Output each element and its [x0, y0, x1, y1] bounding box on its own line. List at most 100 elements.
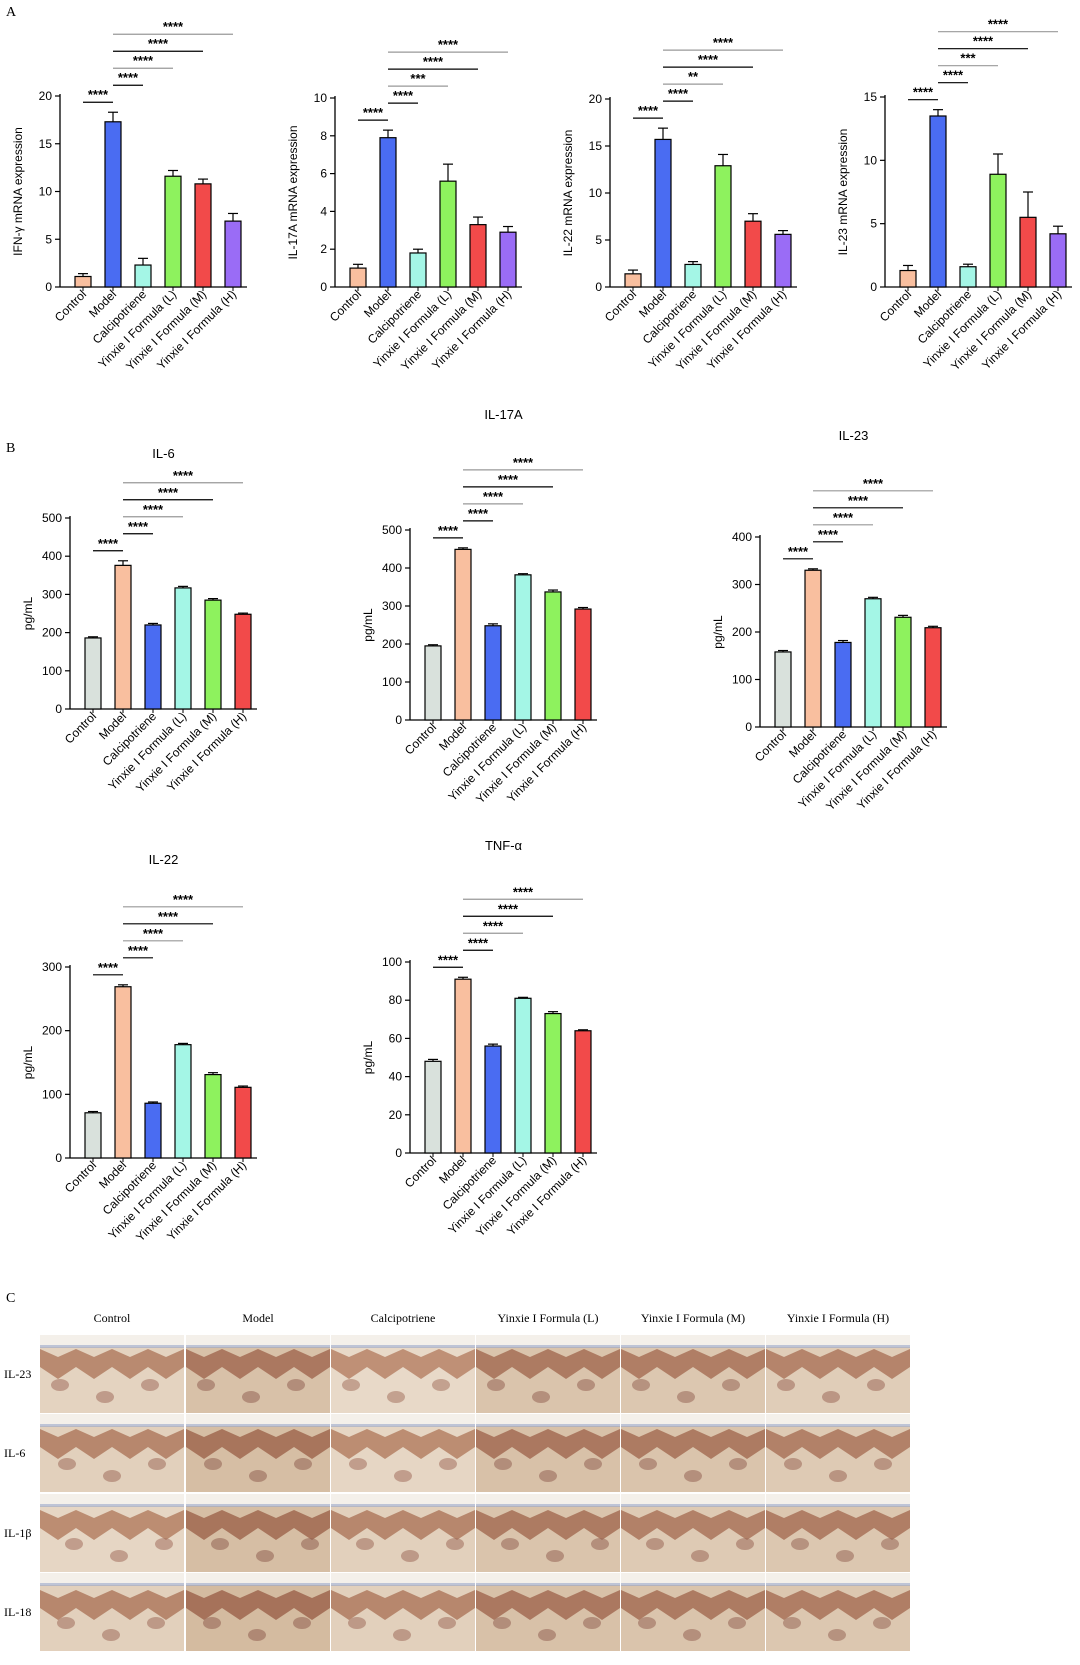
- significance-label: ****: [128, 519, 149, 534]
- chart-title: IL-23: [839, 428, 869, 443]
- bar: [424, 1060, 442, 1154]
- ihc-follicle: [584, 1458, 602, 1470]
- significance-label: ****: [698, 52, 719, 67]
- y-tick-label: 20: [389, 1108, 403, 1122]
- significance-label: ****: [143, 502, 164, 517]
- significance-label: ****: [423, 54, 444, 69]
- bar: [234, 1086, 252, 1159]
- ihc-follicle: [432, 1379, 450, 1391]
- ihc-background: [186, 1414, 330, 1426]
- bar: [514, 997, 532, 1154]
- ihc-background: [331, 1573, 475, 1585]
- y-tick-label: 15: [39, 137, 53, 151]
- ihc-follicle: [96, 1391, 114, 1403]
- ihc-epidermis: [766, 1590, 910, 1620]
- ihc-stratum: [766, 1345, 910, 1348]
- y-tick-label: 0: [55, 702, 62, 716]
- ihc-follicle: [211, 1538, 229, 1550]
- y-tick-label: 100: [42, 1087, 62, 1101]
- ihc-image: [186, 1414, 330, 1492]
- y-axis-label: pg/mL: [21, 597, 35, 631]
- bar: [924, 627, 942, 728]
- ihc-background: [476, 1573, 620, 1585]
- ihc-stratum: [476, 1424, 620, 1427]
- bar: [439, 180, 457, 288]
- ihc-follicle: [349, 1458, 367, 1470]
- ihc-background: [766, 1414, 910, 1426]
- bar: [194, 183, 212, 288]
- ihc-follicle: [836, 1550, 854, 1562]
- ihc-image: [476, 1573, 620, 1651]
- ihc-follicle: [677, 1391, 695, 1403]
- significance-label: ****: [973, 34, 994, 49]
- y-tick-label: 10: [864, 153, 878, 167]
- y-axis-label: IFN-γ mRNA expression: [11, 127, 25, 256]
- bar: [204, 599, 222, 710]
- significance-label: ****: [393, 88, 414, 103]
- ihc-epidermis: [40, 1510, 184, 1540]
- y-tick-label: 5: [870, 217, 877, 231]
- ihc-follicle: [822, 1391, 840, 1403]
- significance-label: ****: [483, 489, 504, 504]
- significance-label: ***: [960, 51, 976, 66]
- ihc-follicle: [446, 1538, 464, 1550]
- ihc-follicle: [784, 1458, 802, 1470]
- bar: [574, 608, 592, 721]
- y-tick-label: 200: [382, 637, 402, 651]
- significance-label: ****: [98, 536, 119, 551]
- bar: [349, 267, 367, 288]
- ihc-follicle: [102, 1629, 120, 1641]
- y-tick-label: 100: [382, 955, 402, 969]
- bar: [654, 138, 672, 288]
- ihc-follicle: [393, 1629, 411, 1641]
- ihc-stratum: [331, 1504, 475, 1507]
- ihc-column-label: Yinxie I Formula (M): [641, 1311, 745, 1325]
- chart-4: 0100200300400500pg/mLIL-6ControlModelCal…: [21, 446, 257, 795]
- y-tick-label: 300: [732, 578, 752, 592]
- ihc-row-label: IL-6: [4, 1446, 25, 1460]
- ihc-follicle: [538, 1629, 556, 1641]
- x-tick-label: Control: [752, 727, 789, 764]
- significance-label: ****: [513, 884, 534, 899]
- ihc-background: [621, 1573, 765, 1585]
- significance-label: ****: [468, 935, 489, 950]
- ihc-follicle: [577, 1379, 595, 1391]
- bar: [804, 569, 822, 728]
- significance-label: ****: [713, 35, 734, 50]
- y-tick-label: 20: [39, 89, 53, 103]
- ihc-stratum: [621, 1583, 765, 1586]
- significance-label: ****: [988, 17, 1009, 32]
- y-tick-label: 0: [320, 280, 327, 294]
- significance-label: ****: [173, 892, 194, 907]
- y-tick-label: 10: [589, 186, 603, 200]
- y-tick-label: 15: [589, 139, 603, 153]
- bar: [499, 231, 517, 288]
- ihc-image: [40, 1335, 184, 1413]
- y-tick-label: 15: [864, 90, 878, 104]
- ihc-follicle: [873, 1617, 891, 1629]
- chart-6: 0100200300400pg/mLIL-23ControlModelCalci…: [711, 428, 947, 813]
- y-tick-label: 200: [42, 1024, 62, 1038]
- ihc-image: [476, 1414, 620, 1492]
- ihc-background: [766, 1573, 910, 1585]
- chart-5: 0100200300400500pg/mLIL-17AControlModelC…: [361, 407, 597, 806]
- significance-label: ****: [98, 960, 119, 975]
- ihc-follicle: [387, 1391, 405, 1403]
- ihc-follicle: [546, 1550, 564, 1562]
- ihc-stratum: [476, 1583, 620, 1586]
- ihc-background: [331, 1414, 475, 1426]
- ihc-follicle: [103, 1470, 121, 1482]
- ihc-background: [40, 1335, 184, 1347]
- y-tick-label: 0: [45, 280, 52, 294]
- y-tick-label: 200: [732, 625, 752, 639]
- ihc-epidermis: [186, 1590, 330, 1620]
- ihc-stratum: [766, 1583, 910, 1586]
- significance-label: ****: [158, 485, 179, 500]
- ihc-follicle: [783, 1617, 801, 1629]
- ihc-background: [331, 1335, 475, 1347]
- bar: [144, 624, 162, 710]
- bar: [574, 1030, 592, 1154]
